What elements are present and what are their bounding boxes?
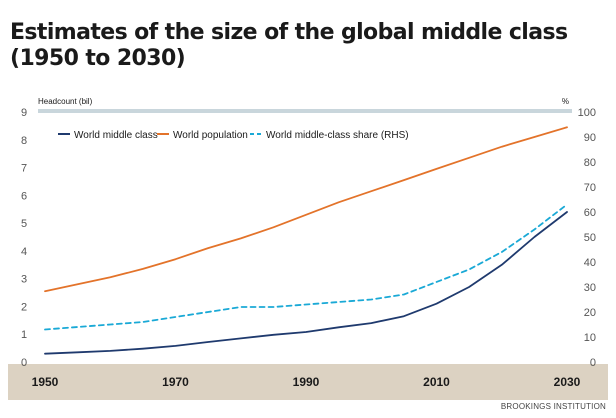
source-credit: BROOKINGS INSTITUTION bbox=[500, 402, 606, 411]
legend-label-middle_class: World middle class bbox=[74, 130, 158, 141]
y-tick-label: 2 bbox=[21, 301, 27, 313]
y2-tick-label: 70 bbox=[584, 182, 596, 194]
x-tick-label: 1950 bbox=[32, 375, 59, 389]
series-line-middle_class bbox=[44, 211, 568, 355]
chart-title: Estimates of the size of the global midd… bbox=[10, 20, 570, 72]
y2-tick-label: 100 bbox=[578, 107, 596, 119]
title-line-1: Estimates of the size of the global midd… bbox=[10, 20, 568, 45]
y-tick-label: 4 bbox=[21, 246, 27, 258]
y-tick-label: 6 bbox=[21, 190, 27, 202]
y-tick-label: 0 bbox=[21, 357, 27, 369]
x-axis-band bbox=[8, 364, 608, 400]
legend-label-share: World middle-class share (RHS) bbox=[266, 130, 409, 141]
y-tick-label: 8 bbox=[21, 135, 27, 147]
series-line-population bbox=[44, 126, 568, 293]
legend-label-population: World population bbox=[173, 130, 248, 141]
y2-tick-label: 40 bbox=[584, 257, 596, 269]
title-line-2: (1950 to 2030) bbox=[10, 46, 186, 71]
y2-tick-label: 10 bbox=[584, 332, 596, 344]
x-tick-label: 1970 bbox=[162, 375, 189, 389]
top-axis-band bbox=[38, 109, 572, 113]
y2-axis-label: % bbox=[562, 97, 569, 106]
x-tick-label: 1990 bbox=[293, 375, 320, 389]
y2-tick-label: 60 bbox=[584, 207, 596, 219]
y2-tick-label: 80 bbox=[584, 157, 596, 169]
y2-tick-label: 0 bbox=[590, 357, 596, 369]
series-line-share bbox=[44, 203, 568, 331]
y2-tick-label: 90 bbox=[584, 132, 596, 144]
y-tick-label: 7 bbox=[21, 163, 27, 175]
y-tick-label: 3 bbox=[21, 274, 27, 286]
y-tick-label: 1 bbox=[21, 329, 27, 341]
y2-tick-label: 20 bbox=[584, 307, 596, 319]
y-tick-label: 9 bbox=[21, 107, 27, 119]
x-tick-label: 2030 bbox=[554, 375, 581, 389]
y2-tick-label: 30 bbox=[584, 282, 596, 294]
y2-tick-label: 50 bbox=[584, 232, 596, 244]
x-tick-label: 2010 bbox=[423, 375, 450, 389]
y-tick-label: 5 bbox=[21, 218, 27, 230]
y-axis-label: Headcount (bil) bbox=[38, 97, 93, 106]
